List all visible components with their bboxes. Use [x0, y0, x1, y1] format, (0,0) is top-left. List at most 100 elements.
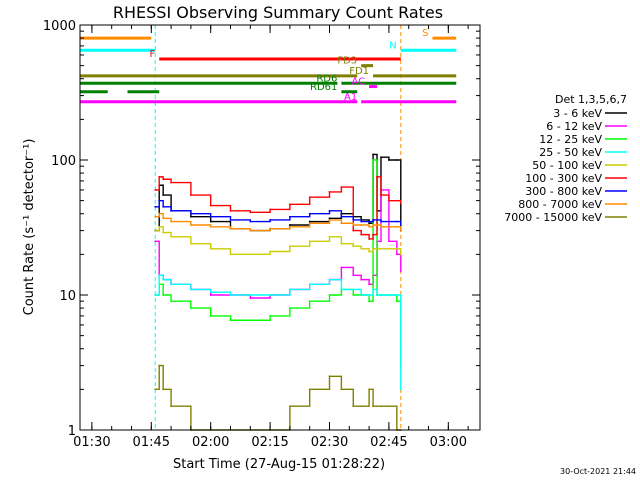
chart-title: RHESSI Observing Summary Count Rates	[113, 3, 443, 22]
series-point-4-18	[380, 247, 382, 250]
y-axis-label: Count Rate (s⁻¹ detector⁻¹)	[22, 139, 37, 316]
series-point-4-7	[249, 253, 252, 256]
series-point-5-5	[209, 204, 212, 207]
series-point-4-12	[340, 242, 343, 245]
legend-label-5: 100 - 300 keV	[525, 172, 602, 185]
series-line-5	[155, 176, 402, 240]
y-axis-ticks: 1 10 100 1000	[43, 19, 480, 439]
series-point-6-6	[229, 218, 232, 221]
series-point-3-18	[380, 294, 382, 296]
series-point-5-4	[189, 194, 192, 196]
series-point-3-2	[162, 278, 165, 281]
series-point-7-1	[158, 212, 161, 215]
series-point-5-0	[154, 189, 157, 191]
series-point-8-12	[340, 388, 343, 391]
x-tick-label-3: 02:15	[251, 435, 288, 450]
series-point-0-9	[289, 224, 291, 226]
series-point-5-21	[399, 202, 402, 204]
series-point-5-20	[395, 199, 398, 202]
series-point-7-21	[399, 229, 402, 232]
series-point-4-11	[328, 235, 331, 238]
series-point-8-11	[328, 375, 331, 378]
series-point-5-9	[289, 203, 291, 206]
series-point-2-2	[162, 294, 165, 296]
series-point-5-3	[170, 181, 172, 184]
series-point-6-7	[249, 220, 252, 223]
series-point-5-7	[249, 211, 252, 214]
series-point-4-4	[189, 242, 192, 245]
series-point-2-13	[352, 294, 355, 296]
series-point-6-12	[340, 215, 343, 218]
series-point-3-8	[269, 294, 271, 296]
series-point-8-3	[170, 405, 172, 408]
series-point-8-16	[372, 405, 374, 408]
series-point-1-5	[209, 294, 212, 296]
series-point-4-14	[360, 247, 363, 250]
series-point-4-20	[395, 247, 398, 250]
series-line-4	[155, 226, 402, 256]
series-point-7-20	[395, 225, 398, 228]
series-point-4-2	[162, 231, 165, 234]
series-point-7-18	[380, 225, 382, 228]
legend-title: Det 1,3,5,6,7	[555, 93, 627, 106]
series-point-5-15	[368, 238, 371, 240]
series-point-7-14	[360, 224, 363, 226]
series-point-4-3	[170, 235, 172, 238]
series-point-3-15	[368, 294, 371, 296]
series-point-6-19	[388, 220, 390, 223]
series-point-3-12	[340, 288, 343, 291]
flag-label-3: FD1	[349, 66, 369, 77]
flag-label-1: N	[389, 40, 396, 51]
series-point-7-13	[352, 224, 355, 226]
flag-label-4: FD3	[337, 56, 357, 67]
series-point-2-3	[170, 300, 172, 303]
series-point-8-19	[388, 405, 390, 408]
series-point-8-13	[352, 405, 355, 408]
series-line-6	[155, 199, 402, 226]
series-point-6-2	[162, 205, 165, 208]
data-gap-shading	[79, 25, 481, 430]
series-point-6-21	[399, 224, 402, 226]
series-point-0-16	[372, 153, 374, 156]
series-point-3-13	[352, 288, 355, 291]
series-point-7-17	[376, 224, 378, 226]
series-point-2-7	[249, 319, 252, 322]
x-axis-ticks: 01:30 01:45 02:00 02:15 02:30 02:45 03:00	[73, 25, 469, 450]
series-point-7-4	[189, 224, 192, 226]
series-point-3-7	[249, 294, 252, 296]
series-point-3-16	[372, 288, 374, 291]
series-point-5-11	[328, 191, 331, 193]
series-lines	[154, 153, 402, 431]
series-point-3-3	[170, 283, 172, 286]
y-tick-label-3: 1000	[43, 19, 76, 34]
series-point-5-13	[352, 229, 355, 232]
generated-timestamp: 30-Oct-2021 21:44	[560, 467, 636, 476]
legend-label-3: 25 - 50 keV	[539, 146, 602, 159]
series-point-3-1	[158, 274, 161, 277]
series-point-3-19	[388, 294, 390, 296]
series-point-3-14	[360, 294, 363, 296]
series-point-4-9	[289, 245, 291, 248]
series-point-4-0	[154, 229, 157, 232]
series-point-6-11	[328, 209, 331, 212]
series-point-2-4	[189, 307, 192, 309]
x-tick-label-5: 02:45	[370, 435, 407, 450]
series-point-7-0	[154, 215, 157, 218]
series-point-6-4	[189, 212, 192, 215]
series-point-8-9	[289, 405, 291, 408]
series-point-7-6	[229, 227, 232, 230]
series-point-4-21	[399, 253, 402, 256]
y-tick-label-1: 10	[59, 289, 76, 304]
series-point-2-6	[229, 319, 232, 322]
series-point-7-11	[328, 218, 331, 221]
series-point-1-13	[352, 274, 355, 277]
legend-label-2: 12 - 25 keV	[539, 133, 602, 146]
series-point-6-14	[360, 220, 363, 223]
series-point-4-16	[372, 247, 374, 250]
series-point-8-0	[154, 388, 157, 391]
series-line-7	[155, 213, 402, 232]
series-point-6-10	[308, 212, 311, 215]
series-point-3-11	[328, 278, 331, 281]
